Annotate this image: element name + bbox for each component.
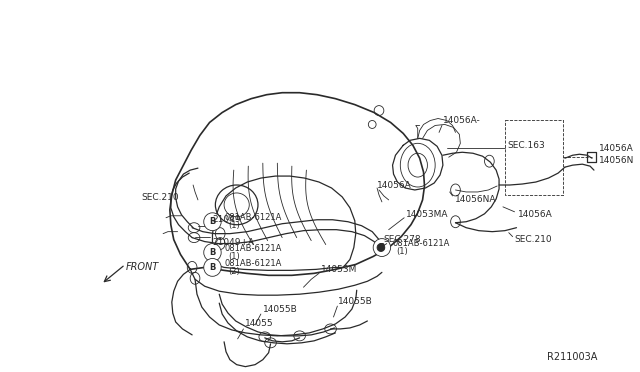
Text: 21049+A: 21049+A [212,238,255,247]
Text: 081AB-6121A: 081AB-6121A [224,244,282,253]
Text: 14056A: 14056A [599,144,634,153]
Text: SEC.210: SEC.210 [515,235,552,244]
Text: 14053MA: 14053MA [406,210,449,219]
Text: B: B [379,243,385,252]
Text: 14055B: 14055B [339,296,373,306]
Text: 081AB-6121A: 081AB-6121A [224,259,282,268]
Text: 14056A: 14056A [377,180,412,189]
Ellipse shape [373,238,390,256]
Text: (1): (1) [228,252,240,261]
Text: B: B [209,248,216,257]
Text: 081AB-6121A: 081AB-6121A [224,213,282,222]
Text: 14053M: 14053M [321,265,357,274]
Text: (1): (1) [228,221,240,230]
Ellipse shape [204,244,221,262]
Text: FRONT: FRONT [125,262,159,272]
Text: 14056N: 14056N [599,156,634,165]
Text: 14055: 14055 [245,320,274,328]
Text: 14056NA: 14056NA [454,195,496,204]
Text: (1): (1) [396,247,408,256]
Text: 14056A: 14056A [518,210,553,219]
Text: (2): (2) [228,267,240,276]
Text: R211003A: R211003A [547,352,597,362]
Text: SEC.278: SEC.278 [384,235,422,244]
Text: SEC.163: SEC.163 [508,141,545,150]
Ellipse shape [204,213,221,231]
Text: 081AB-6121A: 081AB-6121A [392,239,450,248]
Text: B: B [209,217,216,226]
Text: 21049: 21049 [212,215,241,224]
Text: 14055B: 14055B [263,305,298,314]
Text: 14056A-: 14056A- [443,116,481,125]
Ellipse shape [204,259,221,276]
Text: B: B [209,263,216,272]
Text: SEC.210: SEC.210 [142,193,179,202]
Ellipse shape [377,244,385,251]
